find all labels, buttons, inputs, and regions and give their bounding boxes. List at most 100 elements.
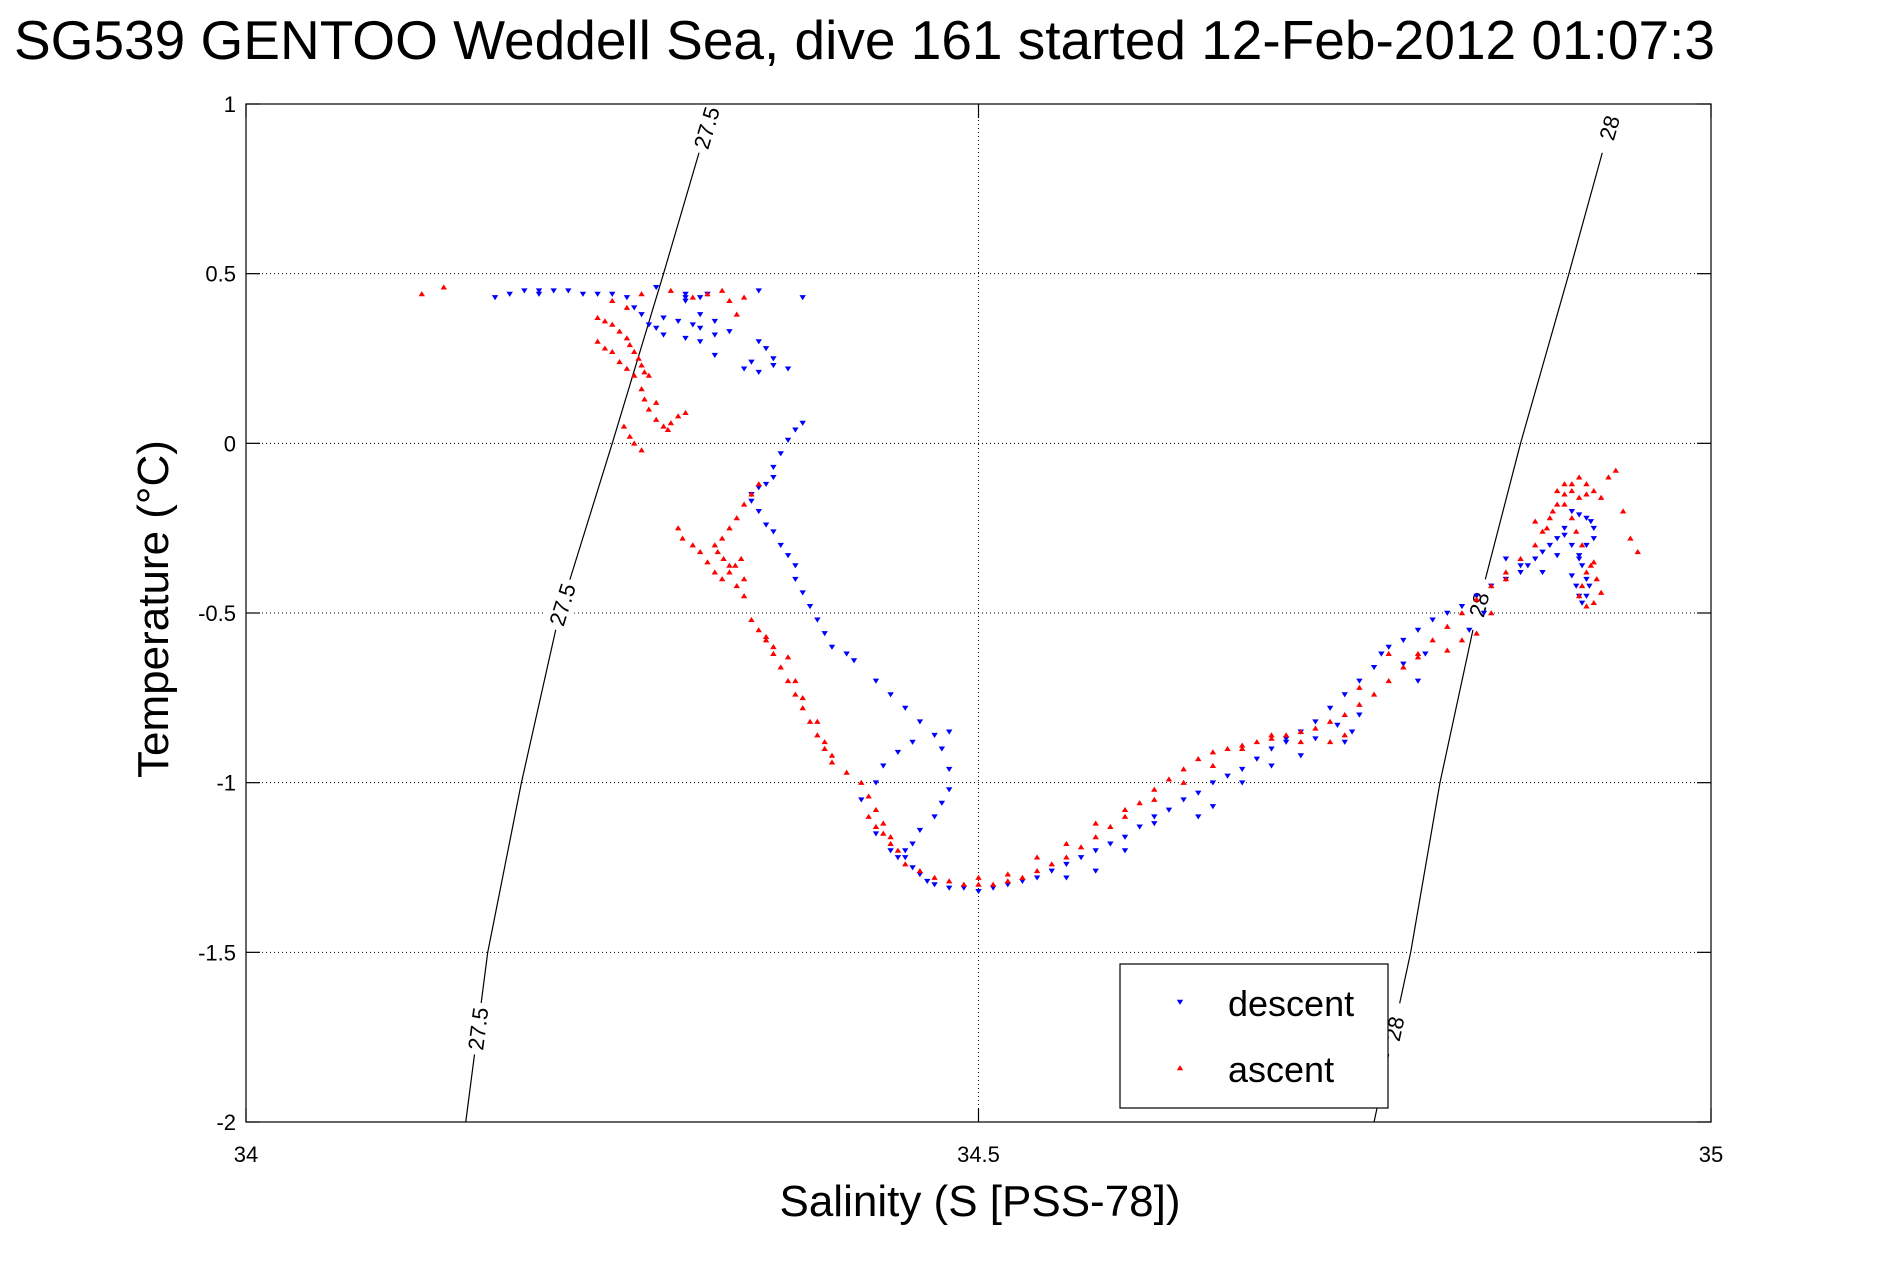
descent-point	[887, 692, 894, 698]
descent-point	[1480, 610, 1488, 616]
descent-point	[491, 295, 499, 301]
descent-point	[894, 855, 902, 861]
descent-point	[799, 590, 806, 596]
ascent-point	[689, 294, 697, 300]
ascent-point	[828, 752, 836, 758]
ascent-point	[770, 650, 777, 656]
y-tick-label: 1	[224, 92, 236, 117]
isopycnal-label-bg	[1458, 575, 1499, 634]
ascent-point	[1341, 732, 1348, 738]
descent-point	[799, 420, 806, 426]
descent-point	[550, 288, 557, 294]
ascent-point	[1356, 684, 1363, 690]
ascent-point	[814, 718, 821, 724]
ascent-point	[858, 779, 865, 785]
ascent-legend-label: ascent	[1228, 1049, 1334, 1090]
descent-point	[1539, 549, 1546, 555]
ascent-point	[1473, 630, 1480, 636]
ascent-point	[1077, 844, 1085, 850]
descent-point	[1573, 583, 1580, 589]
descent-point	[770, 475, 777, 481]
ascent-point	[726, 569, 733, 575]
descent-point	[755, 339, 762, 345]
ascent-point	[1458, 637, 1466, 643]
descent-point	[931, 732, 938, 739]
descent-point	[1575, 556, 1583, 562]
descent-point	[660, 315, 667, 321]
ascent-point	[1583, 603, 1590, 609]
ascent-point	[1268, 732, 1275, 738]
descent-point	[872, 780, 880, 786]
ascent-point	[1458, 610, 1466, 616]
isopycnal-label: 27.5	[463, 1006, 493, 1052]
descent-point	[1092, 868, 1099, 874]
descent-point	[880, 763, 887, 769]
descent-point	[1312, 719, 1319, 725]
ascent-point	[623, 335, 631, 341]
descent-point	[1517, 570, 1524, 576]
ascent-point	[821, 739, 828, 745]
descent-point	[770, 464, 777, 470]
descent-point	[1004, 882, 1011, 888]
ascent-point	[1549, 508, 1556, 514]
descent-point	[1578, 600, 1586, 606]
ascent-point	[594, 338, 601, 344]
y-tick-label: 0	[224, 431, 236, 456]
descent-point	[1121, 848, 1129, 854]
descent-point	[821, 631, 828, 637]
descent-point	[1165, 807, 1173, 813]
ascent-point	[1312, 725, 1319, 731]
descent-point	[770, 529, 777, 535]
descent-point	[1444, 610, 1451, 616]
ascent-point	[762, 633, 770, 639]
descent-point	[946, 729, 953, 735]
ascent-point	[989, 881, 997, 887]
ascent-point	[1597, 589, 1605, 595]
descent-point	[696, 339, 704, 345]
descent-point	[755, 369, 762, 375]
descent-point	[1151, 814, 1158, 820]
descent-point	[711, 332, 718, 338]
ascent-point	[1502, 576, 1510, 582]
ascent-point	[1568, 481, 1576, 487]
descent-point	[696, 325, 704, 331]
descent-point	[1063, 875, 1070, 881]
ascent-point	[733, 311, 740, 317]
ascent-point	[720, 555, 727, 561]
ascent-point	[1568, 487, 1576, 494]
ascent-point	[1553, 487, 1561, 494]
ascent-point	[1239, 742, 1246, 748]
ascent-point	[960, 881, 968, 887]
ascent-point	[814, 732, 821, 738]
ascent-point	[748, 616, 755, 623]
ascent-point	[887, 834, 894, 840]
ascent-point	[755, 481, 762, 487]
ascent-point	[1619, 508, 1627, 514]
ascent-point	[623, 304, 631, 310]
ascent-point	[626, 433, 634, 439]
descent-point	[711, 352, 718, 358]
data-points	[418, 284, 1641, 895]
axes: 34 34.5 35 1 0.5 0 -0.5 -1 -1.5 -2	[198, 92, 1723, 1167]
descent-point	[1414, 678, 1422, 684]
descent-point	[506, 291, 513, 297]
ascent-point	[631, 348, 638, 354]
ascent-point	[1553, 501, 1561, 507]
ascent-point	[704, 291, 711, 297]
descent-point	[946, 787, 953, 793]
ascent-point	[880, 830, 887, 836]
ascent-point	[865, 813, 872, 819]
descent-point	[784, 437, 792, 443]
descent-point	[1282, 739, 1290, 745]
descent-point	[696, 312, 704, 318]
ascent-point	[635, 355, 642, 361]
ascent-point	[623, 365, 631, 371]
descent-point	[1253, 756, 1261, 762]
ascent-point	[799, 705, 806, 711]
ascent-point	[704, 559, 711, 565]
ascent-point	[660, 423, 667, 429]
ascent-point	[975, 881, 982, 887]
ascent-point	[609, 321, 616, 327]
descent-point	[1180, 797, 1187, 803]
descent-point	[858, 797, 865, 803]
